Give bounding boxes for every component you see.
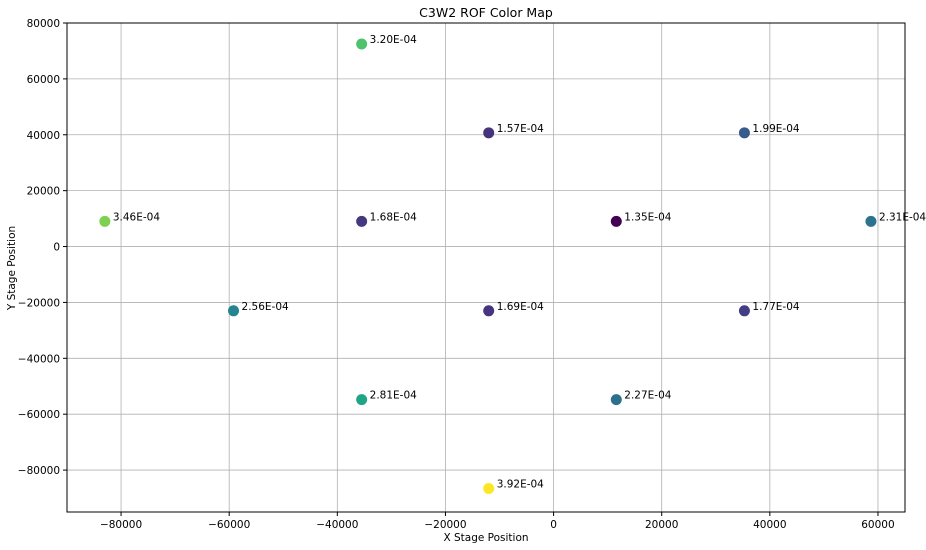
data-point — [610, 215, 622, 227]
x-tick-label: −40000 — [316, 519, 358, 531]
y-tick-label: −60000 — [18, 409, 60, 421]
x-tick-label: 20000 — [645, 519, 678, 531]
x-tick-label: 40000 — [753, 519, 786, 531]
data-label: 1.69E-04 — [497, 301, 544, 313]
data-label: 3.46E-04 — [113, 211, 160, 223]
chart-title: C3W2 ROF Color Map — [419, 5, 553, 20]
data-point — [610, 394, 622, 406]
data-label: 3.92E-04 — [497, 479, 544, 491]
data-labels: 3.20E-04 1.57E-04 1.99E-04 3.46E-04 1.68E-04… — [113, 34, 926, 491]
x-tick-label: −60000 — [208, 519, 250, 531]
y-tick-label: −40000 — [18, 353, 60, 365]
x-tick-label: 60000 — [861, 519, 894, 531]
x-tick-label: −20000 — [424, 519, 466, 531]
y-axis-label: Y Stage Position — [6, 226, 18, 311]
y-tick-label: −80000 — [18, 465, 60, 477]
grid-lines — [67, 22, 905, 512]
axis-ticks: −80000 −60000 −40000 −20000 0 20000 40000 60000… — [18, 18, 895, 531]
x-axis-label: X Stage Position — [443, 532, 528, 544]
data-point — [99, 215, 111, 227]
data-label: 1.99E-04 — [752, 123, 799, 135]
data-point — [483, 305, 495, 317]
data-point — [738, 127, 750, 139]
data-points — [99, 38, 877, 495]
data-point — [228, 305, 240, 317]
data-label: 3.20E-04 — [370, 34, 417, 46]
data-label: 2.81E-04 — [370, 390, 417, 402]
data-point — [483, 127, 495, 139]
data-point — [483, 483, 495, 495]
data-label: 1.57E-04 — [497, 123, 544, 135]
data-label: 2.27E-04 — [624, 390, 671, 402]
data-label: 1.68E-04 — [370, 211, 417, 223]
data-point — [738, 305, 750, 317]
y-tick-label: 60000 — [27, 74, 60, 86]
y-tick-label: 40000 — [27, 130, 60, 142]
y-tick-label: 0 — [53, 242, 60, 254]
y-tick-label: 20000 — [27, 186, 60, 198]
data-point — [356, 38, 368, 50]
data-label: 1.35E-04 — [624, 211, 671, 223]
data-label: 1.77E-04 — [752, 301, 799, 313]
x-tick-label: −80000 — [100, 519, 142, 531]
data-label: 2.31E-04 — [879, 211, 926, 223]
data-point — [356, 215, 368, 227]
y-tick-label: −20000 — [18, 297, 60, 309]
data-label: 2.56E-04 — [242, 301, 289, 313]
x-tick-label: 0 — [550, 519, 557, 531]
y-tick-label: 80000 — [27, 18, 60, 30]
plot-frame — [66, 22, 906, 513]
data-point — [356, 394, 368, 406]
data-point — [865, 215, 877, 227]
